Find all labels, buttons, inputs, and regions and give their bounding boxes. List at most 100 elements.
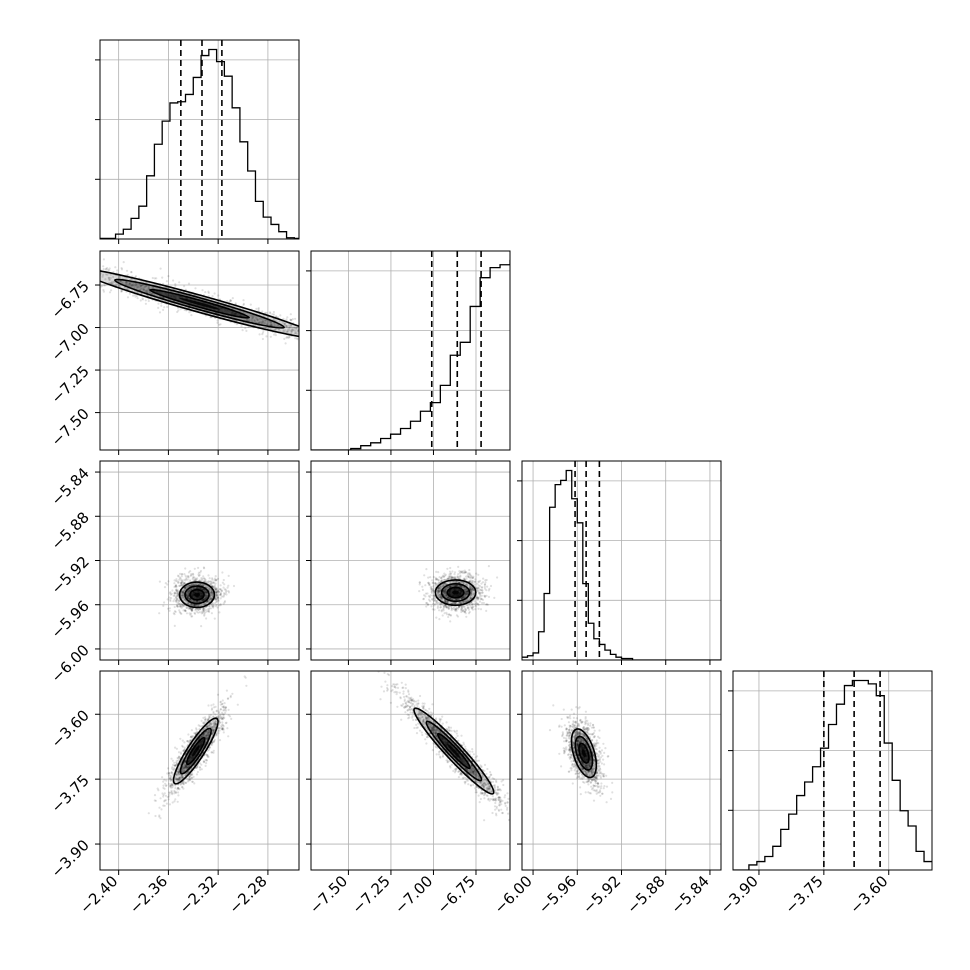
sample-point [471,580,474,583]
sample-point [476,587,479,590]
sample-point [439,587,442,590]
sample-point [215,598,218,601]
sample-point [175,759,178,762]
sample-point [474,603,477,606]
sample-point [444,588,447,591]
sample-point [215,591,218,594]
sample-point [471,606,474,609]
sample-point [178,584,181,588]
sample-point [463,581,466,584]
sample-point [229,299,232,302]
sample-point [444,590,447,593]
sample-point [171,589,174,592]
sample-point [440,596,443,599]
sample-point [442,606,445,609]
sample-point [455,598,458,601]
sample-point [453,576,456,580]
sample-point [468,579,471,583]
sample-point [188,598,191,601]
sample-point [223,600,227,603]
sample-point [445,600,448,603]
sample-point [219,594,222,597]
sample-point [466,590,469,593]
sample-point [473,583,476,586]
sample-point [462,601,465,604]
sample-point [186,780,189,783]
sample-point [128,281,131,285]
sample-point [466,590,469,594]
sample-point [435,570,438,574]
sample-point [447,596,450,599]
sample-point [192,600,195,603]
sample-point [174,596,178,599]
sample-point [269,312,272,315]
sample-point [425,601,428,605]
sample-point [162,308,165,311]
sample-point [451,584,454,588]
sample-point [204,758,207,761]
sample-point [434,578,437,581]
sample-point [470,594,473,597]
sample-point [218,711,221,715]
sample-point [471,593,474,596]
sample-point [174,610,177,614]
sample-point [285,325,288,328]
sample-point [202,598,205,601]
sample-point [198,608,202,611]
sample-point [207,600,210,604]
sample-point [437,591,440,595]
sample-point [447,575,450,578]
sample-point [197,611,200,614]
sample-point [144,285,148,288]
sample-point [469,604,472,607]
sample-point [466,599,469,602]
sample-point [444,590,447,593]
sample-point [120,279,123,283]
sample-point [210,603,213,606]
sample-point [458,601,462,604]
sample-point [294,331,297,334]
sample-point [231,692,234,695]
sample-point [431,598,434,602]
sample-point [460,610,463,614]
sample-point [208,588,211,591]
sample-point [144,299,147,302]
sample-point [430,605,433,608]
sample-point [450,576,453,579]
sample-point [208,605,211,608]
sample-point [168,609,171,612]
sample-point [473,591,476,595]
sample-point [102,288,105,292]
sample-point [282,329,285,332]
sample-point [169,598,172,601]
sample-point [447,596,450,599]
sample-point [222,595,225,598]
sample-point [182,604,185,608]
sample-point [461,606,464,609]
sample-point [202,588,205,591]
sample-point [197,571,200,574]
sample-point [173,585,176,589]
sample-point [426,603,429,606]
sample-point [448,575,451,579]
sample-point [445,587,448,590]
sample-point [469,597,472,600]
sample-point [159,267,162,270]
sample-point [205,753,208,757]
sample-point [126,282,129,285]
sample-point [133,285,136,288]
sample-point [183,587,186,590]
sample-point [459,601,462,605]
sample-point [165,280,168,283]
sample-point [207,609,210,613]
sample-point [203,614,206,617]
sample-point [211,585,214,588]
sample-point [211,731,214,734]
sample-point [428,582,431,585]
sample-point [210,751,213,754]
sample-point [443,578,446,581]
sample-point [254,316,257,319]
sample-point [438,585,441,588]
sample-point [212,712,215,715]
sample-point [222,728,225,731]
